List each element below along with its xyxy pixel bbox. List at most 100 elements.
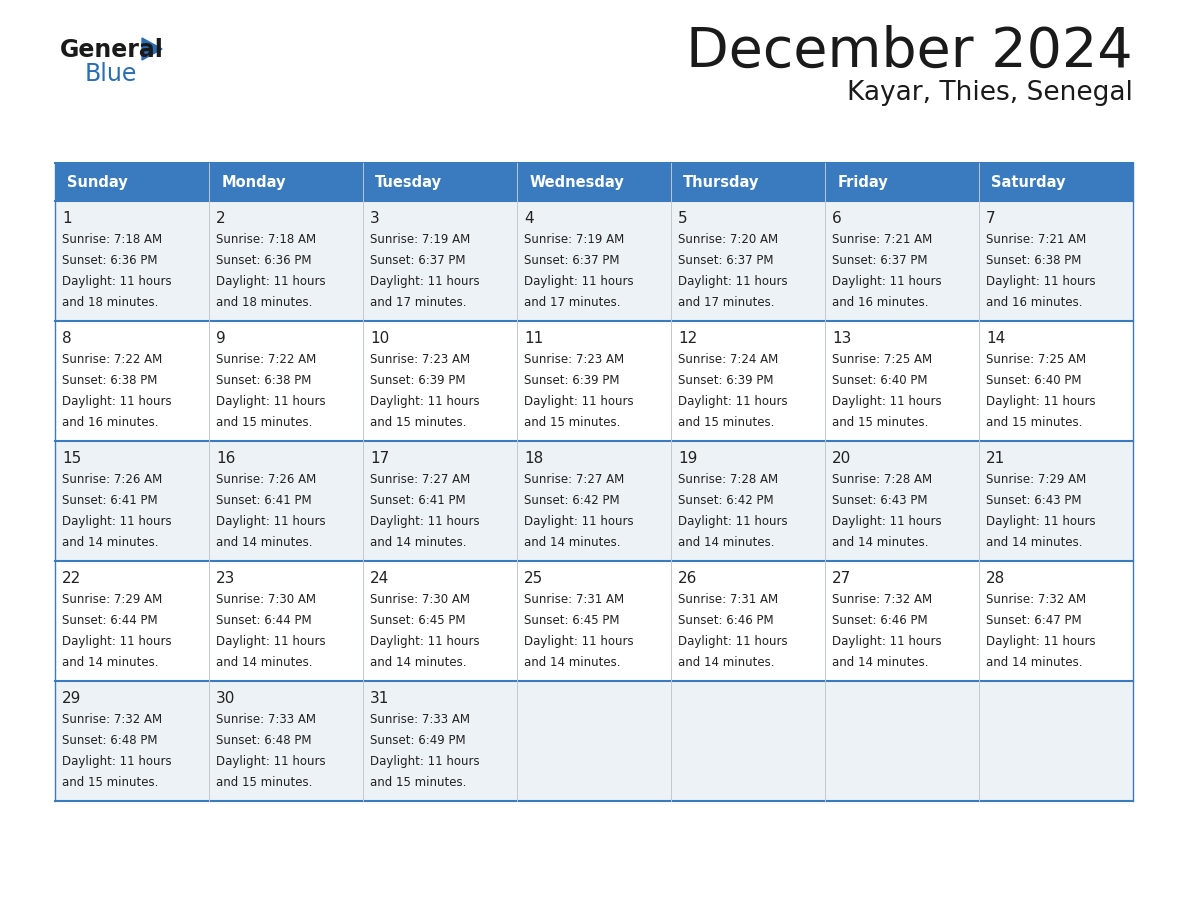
Text: 13: 13 (832, 331, 852, 346)
Text: Daylight: 11 hours: Daylight: 11 hours (216, 395, 326, 408)
Text: Daylight: 11 hours: Daylight: 11 hours (62, 755, 171, 768)
Text: Sunset: 6:43 PM: Sunset: 6:43 PM (986, 494, 1081, 507)
Text: and 14 minutes.: and 14 minutes. (986, 536, 1082, 549)
Text: Sunrise: 7:25 AM: Sunrise: 7:25 AM (986, 353, 1086, 366)
Text: Sunset: 6:41 PM: Sunset: 6:41 PM (216, 494, 311, 507)
Text: 29: 29 (62, 691, 81, 706)
Text: 19: 19 (678, 451, 697, 466)
Text: and 14 minutes.: and 14 minutes. (62, 536, 158, 549)
Text: Sunrise: 7:27 AM: Sunrise: 7:27 AM (524, 473, 624, 486)
Text: Sunrise: 7:31 AM: Sunrise: 7:31 AM (524, 593, 624, 606)
Text: Sunrise: 7:30 AM: Sunrise: 7:30 AM (369, 593, 470, 606)
Text: December 2024: December 2024 (687, 25, 1133, 79)
Text: Daylight: 11 hours: Daylight: 11 hours (62, 635, 171, 648)
Text: Monday: Monday (221, 174, 286, 189)
Text: Sunset: 6:42 PM: Sunset: 6:42 PM (678, 494, 773, 507)
Text: and 17 minutes.: and 17 minutes. (524, 296, 620, 309)
Text: Daylight: 11 hours: Daylight: 11 hours (216, 275, 326, 288)
Text: and 14 minutes.: and 14 minutes. (369, 536, 467, 549)
Text: 26: 26 (678, 571, 697, 586)
Text: Sunset: 6:37 PM: Sunset: 6:37 PM (832, 254, 928, 267)
Text: Daylight: 11 hours: Daylight: 11 hours (986, 395, 1095, 408)
Text: Daylight: 11 hours: Daylight: 11 hours (62, 395, 171, 408)
Text: 22: 22 (62, 571, 81, 586)
Text: Sunrise: 7:22 AM: Sunrise: 7:22 AM (216, 353, 316, 366)
Text: and 14 minutes.: and 14 minutes. (369, 656, 467, 669)
Text: and 15 minutes.: and 15 minutes. (369, 416, 467, 429)
Text: Sunrise: 7:31 AM: Sunrise: 7:31 AM (678, 593, 778, 606)
Text: and 14 minutes.: and 14 minutes. (216, 536, 312, 549)
Text: Daylight: 11 hours: Daylight: 11 hours (678, 635, 788, 648)
Text: Daylight: 11 hours: Daylight: 11 hours (369, 635, 480, 648)
Text: Sunset: 6:45 PM: Sunset: 6:45 PM (369, 614, 466, 627)
Text: Sunrise: 7:33 AM: Sunrise: 7:33 AM (369, 713, 470, 726)
Bar (979, 321, 1133, 441)
Text: Sunrise: 7:19 AM: Sunrise: 7:19 AM (369, 233, 470, 246)
Bar (824, 681, 979, 801)
Bar (824, 441, 979, 561)
Text: Sunrise: 7:21 AM: Sunrise: 7:21 AM (832, 233, 933, 246)
Bar (824, 201, 979, 321)
Text: Daylight: 11 hours: Daylight: 11 hours (62, 515, 171, 528)
Text: 18: 18 (524, 451, 543, 466)
Text: Daylight: 11 hours: Daylight: 11 hours (832, 635, 942, 648)
Text: Tuesday: Tuesday (375, 174, 442, 189)
Bar (517, 163, 671, 201)
Text: Sunset: 6:41 PM: Sunset: 6:41 PM (62, 494, 158, 507)
Text: Sunset: 6:40 PM: Sunset: 6:40 PM (832, 374, 928, 387)
Text: and 14 minutes.: and 14 minutes. (678, 656, 775, 669)
Text: and 14 minutes.: and 14 minutes. (62, 656, 158, 669)
Text: 25: 25 (524, 571, 543, 586)
Bar (979, 163, 1133, 201)
Text: Sunrise: 7:29 AM: Sunrise: 7:29 AM (986, 473, 1086, 486)
Text: Sunrise: 7:33 AM: Sunrise: 7:33 AM (216, 713, 316, 726)
Text: Sunset: 6:37 PM: Sunset: 6:37 PM (678, 254, 773, 267)
Text: Sunrise: 7:26 AM: Sunrise: 7:26 AM (62, 473, 163, 486)
Text: Sunset: 6:37 PM: Sunset: 6:37 PM (369, 254, 466, 267)
Text: Sunset: 6:37 PM: Sunset: 6:37 PM (524, 254, 619, 267)
Text: Sunrise: 7:21 AM: Sunrise: 7:21 AM (986, 233, 1086, 246)
Bar (364, 561, 517, 681)
Text: Sunset: 6:36 PM: Sunset: 6:36 PM (216, 254, 311, 267)
Text: Daylight: 11 hours: Daylight: 11 hours (524, 635, 633, 648)
Bar (671, 681, 824, 801)
Bar (209, 681, 364, 801)
Text: Friday: Friday (838, 174, 889, 189)
Text: Daylight: 11 hours: Daylight: 11 hours (678, 515, 788, 528)
Text: Sunset: 6:42 PM: Sunset: 6:42 PM (524, 494, 620, 507)
Bar (517, 561, 671, 681)
Text: Sunset: 6:48 PM: Sunset: 6:48 PM (216, 734, 311, 747)
Text: Saturday: Saturday (991, 174, 1066, 189)
Text: 23: 23 (216, 571, 235, 586)
Text: Daylight: 11 hours: Daylight: 11 hours (832, 395, 942, 408)
Text: 8: 8 (62, 331, 71, 346)
Text: 5: 5 (678, 211, 688, 226)
Bar (517, 681, 671, 801)
Text: 20: 20 (832, 451, 852, 466)
Text: 30: 30 (216, 691, 235, 706)
Text: Sunset: 6:36 PM: Sunset: 6:36 PM (62, 254, 158, 267)
Text: and 14 minutes.: and 14 minutes. (832, 656, 929, 669)
Bar (209, 441, 364, 561)
Text: and 14 minutes.: and 14 minutes. (216, 656, 312, 669)
Text: 21: 21 (986, 451, 1005, 466)
Text: Sunset: 6:39 PM: Sunset: 6:39 PM (369, 374, 466, 387)
Bar (55, 441, 209, 561)
Text: and 15 minutes.: and 15 minutes. (986, 416, 1082, 429)
Text: 28: 28 (986, 571, 1005, 586)
Bar (671, 561, 824, 681)
Bar (55, 561, 209, 681)
Text: Daylight: 11 hours: Daylight: 11 hours (832, 275, 942, 288)
Text: and 15 minutes.: and 15 minutes. (216, 776, 312, 789)
Text: Sunset: 6:44 PM: Sunset: 6:44 PM (216, 614, 311, 627)
Bar (55, 163, 209, 201)
Text: Wednesday: Wednesday (530, 174, 624, 189)
Text: Sunrise: 7:20 AM: Sunrise: 7:20 AM (678, 233, 778, 246)
Bar (364, 201, 517, 321)
Text: Sunrise: 7:32 AM: Sunrise: 7:32 AM (986, 593, 1086, 606)
Bar (209, 321, 364, 441)
Text: Sunset: 6:38 PM: Sunset: 6:38 PM (216, 374, 311, 387)
Bar (364, 681, 517, 801)
Text: Sunrise: 7:25 AM: Sunrise: 7:25 AM (832, 353, 933, 366)
Text: Sunday: Sunday (68, 174, 128, 189)
